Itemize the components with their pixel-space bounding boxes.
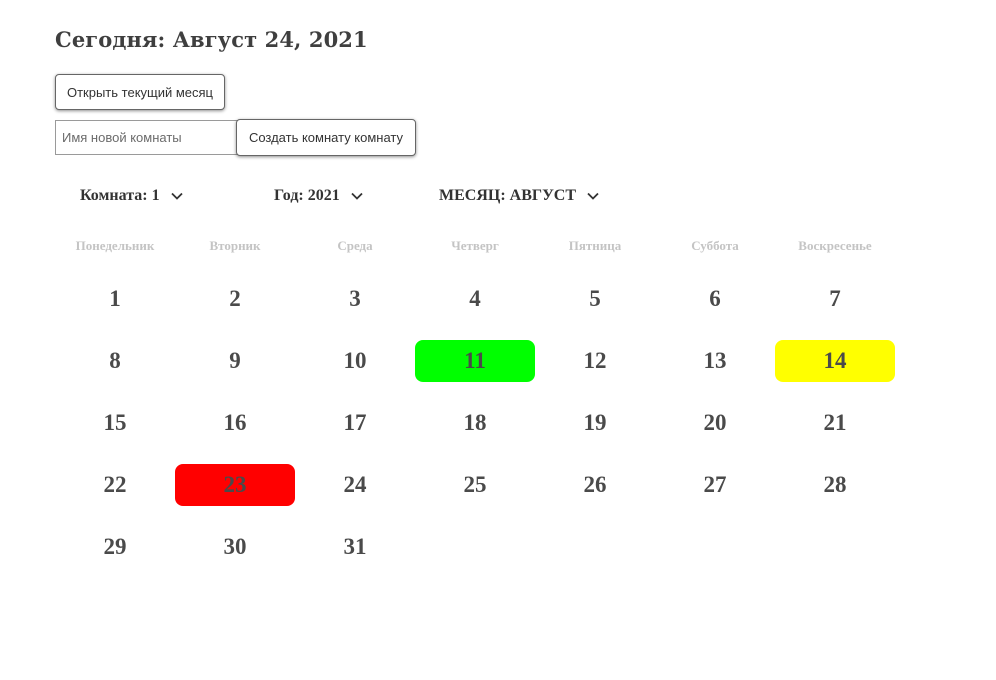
calendar-day-number: 18 xyxy=(463,410,487,435)
calendar-day-number: 5 xyxy=(589,286,601,311)
calendar-day-number: 28 xyxy=(823,472,847,497)
calendar-day[interactable]: 20 xyxy=(655,392,775,454)
calendar-day-number: 4 xyxy=(469,286,481,311)
calendar-days-grid: 1 2 3 4 5 6 7 8 9 10 11 12 13 14 15 16 17 18 19 20 21 22 23 24 2… xyxy=(55,268,895,578)
chevron-down-icon xyxy=(587,192,599,200)
weekday-header-row: Понедельник Вторник Среда Четверг Пятниц… xyxy=(55,229,895,263)
calendar-day[interactable]: 29 xyxy=(55,516,175,578)
calendar-day[interactable]: 22 xyxy=(55,454,175,516)
calendar-day-number: 7 xyxy=(829,286,841,311)
calendar-day-number: 25 xyxy=(463,472,487,497)
calendar-day-number: 31 xyxy=(343,534,367,559)
month-selector[interactable]: МЕСЯЦ: АВГУСТ xyxy=(439,185,600,207)
calendar-day[interactable]: 1 xyxy=(55,268,175,330)
calendar-day[interactable]: 12 xyxy=(535,330,655,392)
month-selector-label: МЕСЯЦ: АВГУСТ xyxy=(439,187,577,204)
calendar-day[interactable]: 21 xyxy=(775,392,895,454)
room-selector-label: Комната: 1 xyxy=(80,187,160,204)
calendar-day-number: 11 xyxy=(415,340,535,382)
calendar-day-number: 22 xyxy=(103,472,127,497)
calendar-day-number: 9 xyxy=(229,348,241,373)
calendar-day[interactable]: 13 xyxy=(655,330,775,392)
calendar-day[interactable]: 3 xyxy=(295,268,415,330)
weekday-label: Четверг xyxy=(451,238,499,253)
calendar-day[interactable]: 30 xyxy=(175,516,295,578)
calendar-day[interactable]: 26 xyxy=(535,454,655,516)
calendar-day-number: 2 xyxy=(229,286,241,311)
chevron-down-icon xyxy=(170,192,183,200)
calendar-day-number: 26 xyxy=(583,472,607,497)
calendar-day[interactable]: 19 xyxy=(535,392,655,454)
open-current-month-button[interactable]: Открыть текущий месяц xyxy=(55,74,225,110)
calendar-day[interactable]: 25 xyxy=(415,454,535,516)
calendar: Понедельник Вторник Среда Четверг Пятниц… xyxy=(55,229,895,578)
year-selector[interactable]: Год: 2021 xyxy=(274,185,364,207)
calendar-day[interactable]: 8 xyxy=(55,330,175,392)
calendar-day-number: 16 xyxy=(223,410,247,435)
today-date-heading: Сегодня: Август 24, 2021 xyxy=(55,27,368,52)
weekday-label: Пятница xyxy=(568,238,622,253)
calendar-day-number: 8 xyxy=(109,348,121,373)
weekday-label: Среда xyxy=(337,238,373,253)
calendar-day[interactable]: 16 xyxy=(175,392,295,454)
weekday-label: Воскресенье xyxy=(798,238,872,253)
calendar-day-number: 15 xyxy=(103,410,127,435)
weekday-label: Вторник xyxy=(209,238,261,253)
calendar-day[interactable]: 23 xyxy=(175,454,295,516)
calendar-day[interactable]: 11 xyxy=(415,330,535,392)
calendar-day[interactable]: 31 xyxy=(295,516,415,578)
calendar-day-number: 24 xyxy=(343,472,367,497)
calendar-day[interactable]: 10 xyxy=(295,330,415,392)
calendar-day[interactable]: 7 xyxy=(775,268,895,330)
calendar-day[interactable]: 9 xyxy=(175,330,295,392)
create-room-button[interactable]: Создать комнату комнату xyxy=(236,119,416,156)
calendar-day[interactable]: 24 xyxy=(295,454,415,516)
calendar-day-number: 29 xyxy=(103,534,127,559)
calendar-day-number: 14 xyxy=(775,340,895,382)
calendar-day-number: 19 xyxy=(583,410,607,435)
new-room-name-input[interactable] xyxy=(55,120,238,155)
calendar-day-number: 30 xyxy=(223,534,247,559)
calendar-day-number: 3 xyxy=(349,286,361,311)
calendar-day-number: 1 xyxy=(109,286,121,311)
chevron-down-icon xyxy=(351,192,363,200)
calendar-day-number: 21 xyxy=(823,410,847,435)
weekday-label: Понедельник xyxy=(75,238,155,253)
calendar-day-number: 10 xyxy=(343,348,367,373)
weekday-label: Суббота xyxy=(691,238,739,253)
calendar-day[interactable]: 14 xyxy=(775,330,895,392)
calendar-day[interactable]: 2 xyxy=(175,268,295,330)
calendar-day[interactable]: 18 xyxy=(415,392,535,454)
calendar-day[interactable]: 5 xyxy=(535,268,655,330)
calendar-day[interactable]: 15 xyxy=(55,392,175,454)
room-selector[interactable]: Комната: 1 xyxy=(80,185,184,207)
year-selector-label: Год: 2021 xyxy=(274,187,340,204)
calendar-day-number: 17 xyxy=(343,410,367,435)
calendar-day[interactable]: 27 xyxy=(655,454,775,516)
calendar-day-number: 6 xyxy=(709,286,721,311)
calendar-day[interactable]: 28 xyxy=(775,454,895,516)
calendar-day-number: 20 xyxy=(703,410,727,435)
calendar-day-number: 13 xyxy=(703,348,727,373)
calendar-day[interactable]: 4 xyxy=(415,268,535,330)
calendar-day[interactable]: 17 xyxy=(295,392,415,454)
calendar-day[interactable]: 6 xyxy=(655,268,775,330)
calendar-day-number: 27 xyxy=(703,472,727,497)
calendar-day-number: 23 xyxy=(175,464,295,506)
calendar-day-number: 12 xyxy=(583,348,607,373)
